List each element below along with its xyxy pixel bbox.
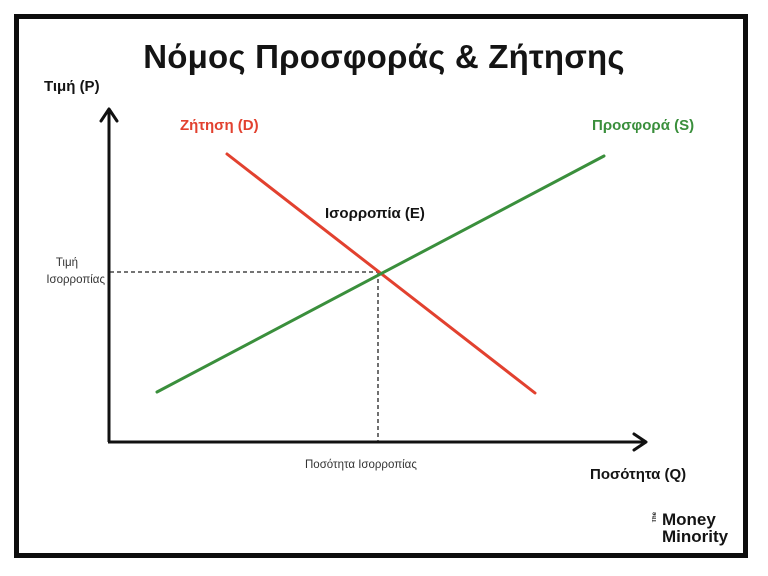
supply-curve (155, 154, 606, 394)
logo-the-text: The (652, 512, 658, 523)
demand-label: Ζήτηση (D) (180, 117, 259, 134)
supply-label: Προσφορά (S) (592, 117, 695, 134)
equilibrium-quantity-label: Ποσότητα Ισορροπίας (305, 459, 417, 471)
diagram-frame (14, 14, 748, 558)
equilibrium-label: Ισορροπία (E) (325, 205, 425, 222)
money-minority-logo: The Money Minority (652, 508, 732, 550)
x-axis-arrowhead (632, 432, 648, 452)
diagram-title: Νόμος Προσφοράς & Ζήτησης (143, 38, 625, 75)
equilibrium-price-label-line2: Ισορροπίας (46, 274, 105, 286)
x-axis-label: Ποσότητα (Q) (590, 466, 687, 483)
y-axis-arrowhead (99, 107, 119, 123)
equilibrium-price-label-line1: Τιμή (55, 257, 78, 269)
logo-minority-text: Minority (662, 527, 729, 546)
logo-money-text: Money (662, 510, 716, 529)
y-axis-label: Τιμή (P) (44, 78, 100, 95)
equilibrium-price-label: Τιμή Ισορροπίας (28, 255, 105, 289)
